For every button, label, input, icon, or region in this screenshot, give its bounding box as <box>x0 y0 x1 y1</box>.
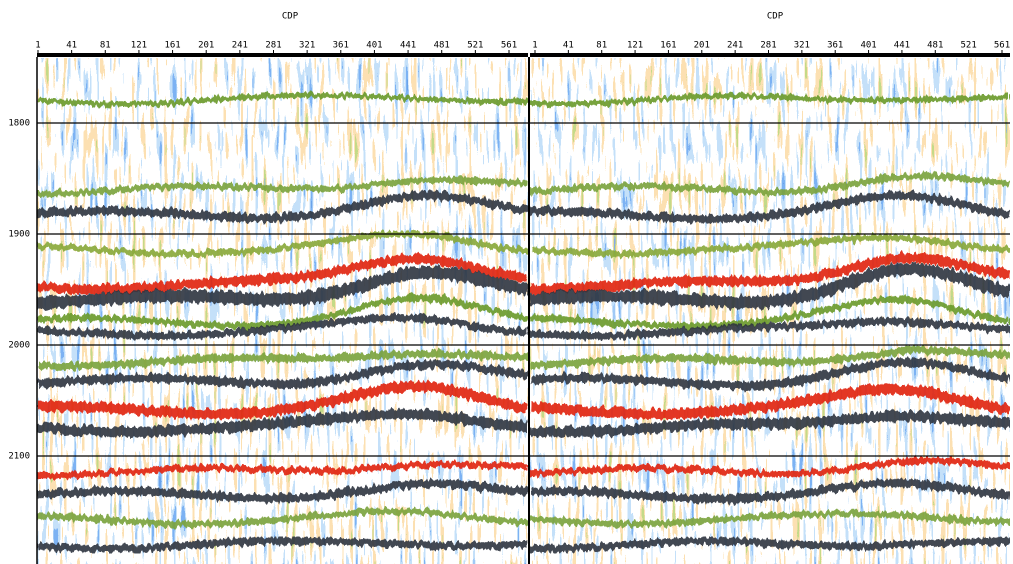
x-tick-label: 561 <box>501 41 517 51</box>
reflector <box>530 296 1010 330</box>
reflector <box>37 294 528 329</box>
reflector <box>530 510 1010 527</box>
x-tick-label: 481 <box>927 41 943 51</box>
reflector <box>530 234 1010 258</box>
reflector <box>37 507 528 528</box>
reflector <box>530 410 1010 438</box>
x-tick-label: 401 <box>366 41 382 51</box>
x-tick-label: 41 <box>563 41 574 51</box>
y-tick-label: 2100 <box>8 452 30 462</box>
x-tick-label: 321 <box>299 41 315 51</box>
reflector <box>530 457 1010 478</box>
reflector <box>37 266 528 310</box>
axis-label: CDP <box>767 12 784 22</box>
reflector <box>37 408 528 437</box>
x-tick-label: 361 <box>827 41 843 51</box>
axis-bar <box>530 53 1010 57</box>
x-tick-label: 241 <box>232 41 248 51</box>
y-tick-label: 2000 <box>8 341 30 351</box>
reflector <box>530 253 1010 294</box>
x-tick-label: 441 <box>894 41 910 51</box>
reflector <box>530 262 1010 309</box>
x-tick-label: 361 <box>333 41 349 51</box>
x-tick-label: 521 <box>467 41 483 51</box>
y-tick-label: 1800 <box>8 119 30 129</box>
x-tick-label: 481 <box>434 41 450 51</box>
x-tick-label: 81 <box>596 41 607 51</box>
reflector <box>530 358 1010 390</box>
x-tick-label: 201 <box>198 41 214 51</box>
reflector <box>37 479 528 503</box>
x-tick-label: 401 <box>860 41 876 51</box>
reflector <box>37 254 528 294</box>
reflector <box>37 350 528 370</box>
x-tick-label: 561 <box>994 41 1010 51</box>
x-tick-label: 161 <box>164 41 180 51</box>
x-tick-label: 41 <box>66 41 77 51</box>
x-tick-label: 441 <box>400 41 416 51</box>
reflector <box>530 173 1010 196</box>
x-tick-label: 1 <box>35 41 40 51</box>
x-tick-label: 241 <box>727 41 743 51</box>
x-tick-label: 1 <box>532 41 537 51</box>
reflector <box>37 360 528 388</box>
reflector <box>37 537 528 553</box>
x-tick-label: 201 <box>694 41 710 51</box>
x-tick-label: 121 <box>627 41 643 51</box>
x-tick-label: 281 <box>265 41 281 51</box>
y-tick-label: 1900 <box>8 230 30 240</box>
reflector <box>37 92 528 107</box>
x-tick-label: 521 <box>961 41 977 51</box>
x-tick-label: 321 <box>794 41 810 51</box>
axis-label: CDP <box>282 12 299 22</box>
seismic-section <box>37 58 528 564</box>
reflector <box>530 191 1010 223</box>
reflector <box>37 230 528 258</box>
reflector <box>530 479 1010 503</box>
axis-bar <box>37 53 528 57</box>
x-tick-label: 281 <box>760 41 776 51</box>
reflector <box>530 317 1010 340</box>
reflector <box>37 314 528 340</box>
x-tick-label: 81 <box>100 41 111 51</box>
reflector <box>530 537 1010 553</box>
reflector <box>530 347 1010 370</box>
reflector <box>37 461 528 479</box>
amplitude-noise <box>530 58 1010 564</box>
reflector <box>37 176 528 197</box>
x-tick-label: 121 <box>131 41 147 51</box>
reflector <box>37 381 528 419</box>
seismic-section <box>530 58 1010 564</box>
x-tick-label: 161 <box>660 41 676 51</box>
reflector <box>37 191 528 223</box>
amplitude-noise <box>37 58 528 564</box>
reflector <box>530 93 1010 107</box>
reflector <box>530 384 1010 420</box>
